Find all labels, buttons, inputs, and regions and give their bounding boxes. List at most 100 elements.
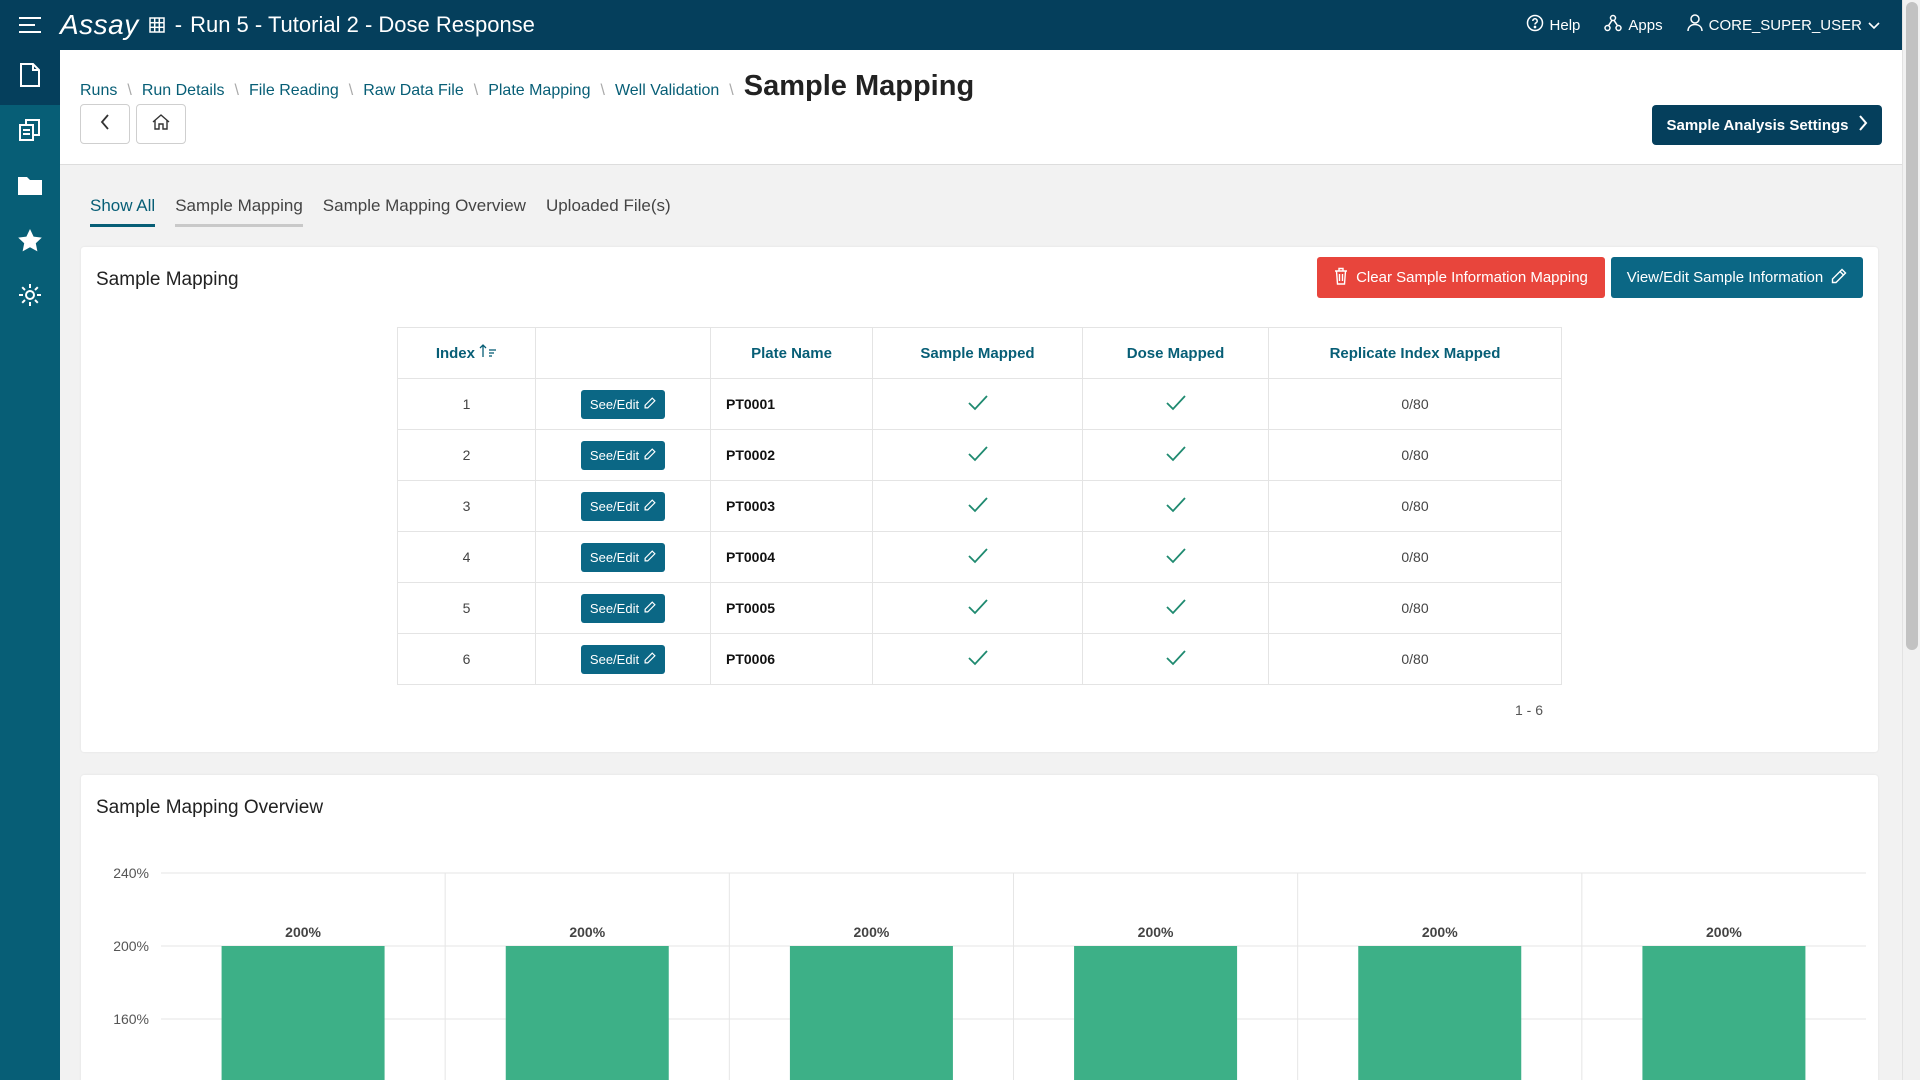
cell-sample-mapped: [872, 480, 1083, 532]
sidebar-item-settings[interactable]: [0, 270, 60, 325]
chart-bar: [1642, 946, 1806, 1080]
cell-index: 6: [397, 633, 536, 685]
chevron-left-icon: [100, 113, 110, 135]
bar-data-label: 200%: [1422, 924, 1458, 940]
breadcrumb-separator: \: [127, 82, 132, 99]
cell-actions: See/Edit: [535, 429, 711, 481]
chart-bar: [789, 946, 953, 1080]
apps-link[interactable]: Apps: [1604, 14, 1663, 36]
check-icon: [1165, 547, 1186, 567]
breadcrumb-well-validation[interactable]: Well Validation: [614, 82, 720, 99]
cell-index: 2: [397, 429, 536, 481]
clear-sample-mapping-button[interactable]: Clear Sample Information Mapping: [1317, 257, 1605, 298]
pencil-icon: [644, 600, 656, 616]
breadcrumb-plate-mapping[interactable]: Plate Mapping: [488, 82, 591, 99]
see-edit-button[interactable]: See/Edit: [580, 644, 666, 674]
table-row: 2 See/Edit PT0002 0/80: [397, 429, 1562, 481]
tab-sample-mapping-overview[interactable]: Sample Mapping Overview: [322, 196, 526, 215]
menu-icon[interactable]: [0, 0, 60, 50]
see-edit-button[interactable]: See/Edit: [580, 542, 666, 572]
chart-bar: [221, 946, 385, 1080]
table-row: 1 See/Edit PT0001 0/80: [397, 378, 1562, 430]
cell-sample-mapped: [872, 582, 1083, 634]
chevron-down-icon: [1868, 17, 1880, 34]
back-button[interactable]: [80, 104, 130, 144]
overview-bar-chart: 240% 200% 160% 200% 200% 200% 200% 200% 200%: [113, 865, 1866, 1080]
tab-sample-mapping[interactable]: Sample Mapping: [175, 196, 303, 227]
bar-data-label: 200%: [569, 924, 605, 940]
top-bar: Assay - Run 5 - Tutorial 2 - Dose Respon…: [0, 0, 1902, 50]
see-edit-label: See/Edit: [589, 447, 640, 463]
table-row: 5 See/Edit PT0005 0/80: [397, 582, 1562, 634]
user-icon: [1686, 14, 1703, 36]
breadcrumb-file-reading[interactable]: File Reading: [248, 82, 339, 99]
clear-button-label: Clear Sample Information Mapping: [1356, 269, 1588, 286]
breadcrumb-runs[interactable]: Runs: [80, 82, 118, 99]
table-row: 3 See/Edit PT0003 0/80: [397, 480, 1562, 532]
breadcrumb-run-details[interactable]: Run Details: [141, 82, 225, 99]
bar-data-label: 200%: [854, 924, 890, 940]
view-tabs: Show All Sample Mapping Sample Mapping O…: [90, 196, 671, 227]
page-scrollbar[interactable]: [1902, 0, 1920, 1080]
cell-replicate-mapped: 0/80: [1268, 531, 1562, 583]
column-header-dose-mapped: Dose Mapped: [1082, 327, 1269, 379]
sidebar-item-favorites[interactable]: [0, 215, 60, 270]
y-tick-label: 200%: [113, 938, 149, 954]
see-edit-button[interactable]: See/Edit: [580, 491, 666, 521]
view-button-label: View/Edit Sample Information: [1626, 269, 1824, 286]
cell-plate-name: PT0001: [710, 378, 873, 430]
chart-bar: [505, 946, 669, 1080]
cell-plate-name: PT0006: [710, 633, 873, 685]
bar-data-label: 200%: [1706, 924, 1742, 940]
trash-icon: [1334, 267, 1348, 289]
tab-uploaded-files[interactable]: Uploaded File(s): [545, 196, 671, 215]
chevron-right-icon: [1858, 115, 1868, 135]
scrollbar-thumb[interactable]: [1906, 2, 1918, 650]
pencil-icon: [644, 498, 656, 514]
breadcrumb-separator: \: [234, 82, 239, 99]
cell-actions: See/Edit: [535, 531, 711, 583]
check-icon: [967, 445, 988, 465]
pencil-icon: [644, 549, 656, 565]
view-edit-sample-info-button[interactable]: View/Edit Sample Information: [1611, 257, 1863, 298]
tab-show-all[interactable]: Show All: [90, 196, 156, 227]
cell-sample-mapped: [872, 378, 1083, 430]
column-header-replicate-index: Replicate Index Mapped: [1268, 327, 1562, 379]
pencil-icon: [644, 447, 656, 463]
cell-index: 3: [397, 480, 536, 532]
sidebar: [0, 50, 60, 1080]
check-icon: [967, 394, 988, 414]
cell-actions: See/Edit: [535, 633, 711, 685]
sidebar-item-documents[interactable]: [0, 50, 60, 105]
cell-replicate-mapped: 0/80: [1268, 633, 1562, 685]
check-icon: [1165, 598, 1186, 618]
pencil-icon: [644, 396, 656, 412]
table-header-row: Index Plate Name Sample Mapped Dose Mapp…: [397, 327, 1562, 379]
see-edit-button[interactable]: See/Edit: [580, 593, 666, 623]
check-icon: [967, 598, 988, 618]
breadcrumb: Runs \ Run Details \ File Reading \ Raw …: [80, 70, 974, 103]
see-edit-button[interactable]: See/Edit: [580, 389, 666, 419]
breadcrumb-raw-data-file[interactable]: Raw Data File: [363, 82, 464, 99]
see-edit-label: See/Edit: [589, 651, 640, 667]
help-link[interactable]: Help: [1526, 14, 1581, 36]
sort-ascending-icon: [479, 344, 497, 362]
help-label: Help: [1549, 16, 1581, 34]
see-edit-button[interactable]: See/Edit: [580, 440, 666, 470]
column-header-index[interactable]: Index: [397, 327, 536, 379]
home-button[interactable]: [136, 104, 186, 144]
brand-logo: Assay: [60, 9, 139, 40]
folder-icon: [17, 174, 43, 201]
sidebar-item-folders[interactable]: [0, 160, 60, 215]
sidebar-item-copies[interactable]: [0, 105, 60, 160]
cell-dose-mapped: [1082, 378, 1269, 430]
user-menu[interactable]: CORE_SUPER_USER: [1686, 14, 1880, 36]
cell-plate-name: PT0004: [710, 531, 873, 583]
check-icon: [1165, 649, 1186, 669]
sample-mapping-card: Sample Mapping Clear Sample Information …: [81, 247, 1878, 752]
cell-plate-name: PT0005: [710, 582, 873, 634]
sample-analysis-settings-button[interactable]: Sample Analysis Settings: [1652, 105, 1882, 145]
table-row: 4 See/Edit PT0004 0/80: [397, 531, 1562, 583]
settings-icon: [17, 282, 43, 313]
check-icon: [1165, 496, 1186, 516]
